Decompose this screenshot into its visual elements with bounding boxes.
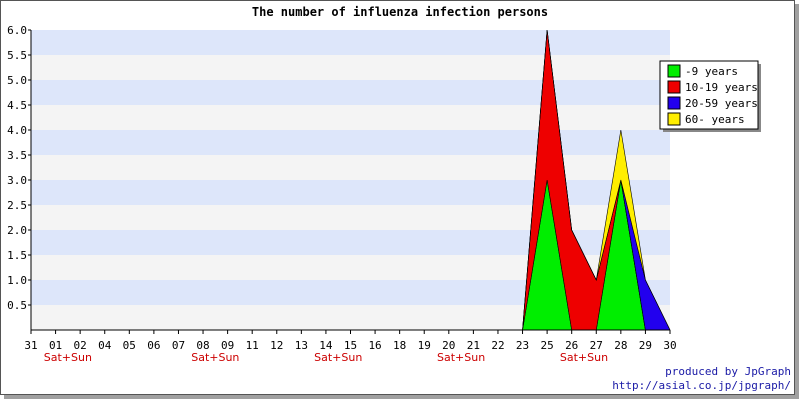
y-tick-label: 2.0 [7, 224, 27, 237]
credit-line-2[interactable]: http://asial.co.jp/jpgraph/ [612, 379, 791, 392]
x-tick-label: 29 [639, 339, 652, 352]
legend-swatch-60-years [667, 112, 681, 126]
weekend-label: Sat+Sun [44, 351, 92, 364]
x-tick-label: 12 [270, 339, 283, 352]
x-tick-label: 01 [49, 339, 62, 352]
x-tick-label: 14 [319, 339, 333, 352]
x-tick-label: 15 [344, 339, 357, 352]
credit-line-1: produced by JpGraph [665, 365, 791, 378]
x-tick-label: 21 [467, 339, 480, 352]
y-tick-label: 4.0 [7, 124, 27, 137]
y-tick-label: 1.0 [7, 274, 27, 287]
x-tick-label: 20 [442, 339, 455, 352]
y-tick-label: 5.0 [7, 74, 27, 87]
x-tick-label: 16 [368, 339, 381, 352]
grid-band [31, 55, 670, 80]
legend-swatch-9-years [667, 64, 681, 78]
y-tick-label: 3.0 [7, 174, 27, 187]
x-tick-label: 09 [221, 339, 234, 352]
legend-swatch-10-19-years [667, 80, 681, 94]
legend-label-60-years: 60- years [685, 113, 745, 126]
y-tick-label: 2.5 [7, 199, 27, 212]
y-tick-label: 1.5 [7, 249, 27, 262]
x-tick-label: 18 [393, 339, 406, 352]
y-tick-label: 5.5 [7, 49, 27, 62]
x-tick-label: 13 [295, 339, 308, 352]
legend-label-10-19-years: 10-19 years [685, 81, 758, 94]
x-tick-label: 06 [147, 339, 160, 352]
weekend-label: Sat+Sun [314, 351, 362, 364]
x-tick-label: 31 [24, 339, 37, 352]
x-tick-label: 26 [565, 339, 578, 352]
legend-label-20-59-years: 20-59 years [685, 97, 758, 110]
x-tick-label: 28 [614, 339, 627, 352]
legend-swatch-20-59-years [667, 96, 681, 110]
weekend-label: Sat+Sun [560, 351, 608, 364]
x-tick-label: 27 [590, 339, 603, 352]
grid-band [31, 105, 670, 130]
y-tick-label: 3.5 [7, 149, 27, 162]
y-tick-label: 6.0 [7, 24, 27, 37]
grid-band [31, 130, 670, 155]
x-tick-label: 05 [123, 339, 136, 352]
grid-band [31, 30, 670, 55]
grid-band [31, 205, 670, 230]
x-tick-label: 30 [663, 339, 676, 352]
y-tick-label: 4.5 [7, 99, 27, 112]
x-tick-label: 22 [491, 339, 504, 352]
x-tick-label: 07 [172, 339, 185, 352]
grid-band [31, 80, 670, 105]
x-tick-label: 08 [196, 339, 209, 352]
grid-band [31, 180, 670, 205]
x-tick-label: 25 [540, 339, 553, 352]
weekend-label: Sat+Sun [191, 351, 239, 364]
x-tick-label: 04 [98, 339, 112, 352]
x-tick-label: 23 [516, 339, 529, 352]
grid-band [31, 155, 670, 180]
x-tick-label: 02 [74, 339, 87, 352]
x-tick-label: 19 [418, 339, 431, 352]
axes: 0.5 1.0 1.5 2.0 2.5 3.0 3.5 4.0 4.5 5.0 5.5 6.0 31 01… [7, 24, 677, 364]
weekend-label: Sat+Sun [437, 351, 485, 364]
chart-title: The number of influenza infection person… [252, 5, 548, 19]
legend-label-9-years: -9 years [685, 65, 738, 78]
legend: -9 years 10-19 years 20-59 years 60- years [659, 60, 761, 132]
y-tick-label: 0.5 [7, 299, 27, 312]
x-tick-label: 11 [246, 339, 259, 352]
